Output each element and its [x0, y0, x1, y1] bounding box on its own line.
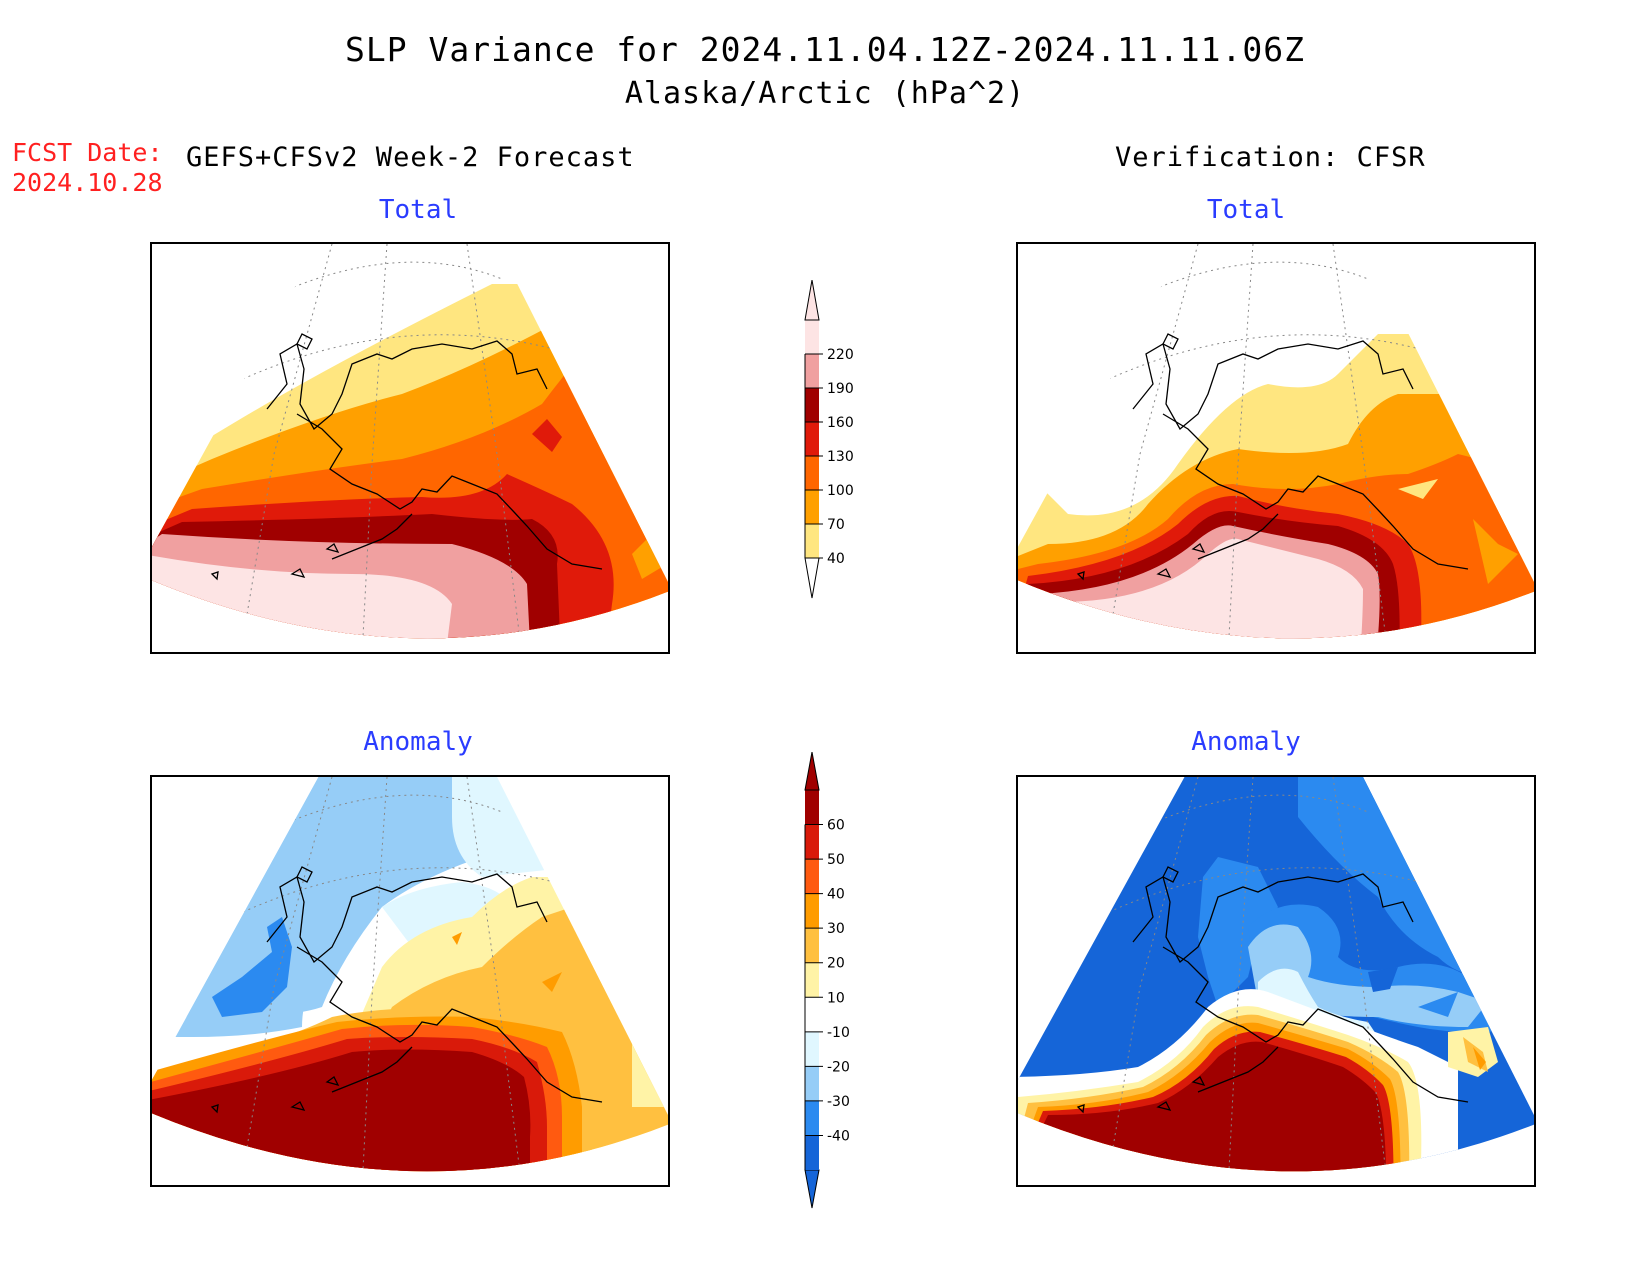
verification-total-map: [1016, 242, 1536, 654]
verification-anomaly-map: [1016, 775, 1536, 1187]
forecast-anomaly-title: Anomaly: [363, 727, 473, 757]
colorbar-bin: [805, 824, 819, 860]
colorbar-tick-label: 220: [827, 347, 854, 363]
colorbar-bin: [805, 859, 819, 894]
colorbar-bin: [805, 1135, 819, 1170]
fcst-date-value: 2024.10.28: [12, 168, 163, 197]
verification-anomaly-title: Anomaly: [1191, 727, 1301, 757]
verification-total-title: Total: [1206, 195, 1286, 225]
forecast-total-map: [150, 242, 670, 654]
colorbar-bin: [805, 388, 819, 422]
colorbar-tick-label: 190: [827, 381, 854, 397]
colorbar-tick-label: 40: [827, 551, 845, 567]
total-colorbar: 40 70 100 130 160 190 220: [795, 280, 875, 620]
colorbar-tick-label: -40: [827, 1128, 850, 1144]
colorbar-bin: [805, 1100, 819, 1136]
main-title: SLP Variance for 2024.11.04.12Z-2024.11.…: [345, 30, 1305, 69]
colorbar-tick-label: 70: [827, 517, 845, 533]
anomaly-colorbar: -40 -30 -20 -10 10 20 30 40 50 60: [795, 752, 875, 1212]
colorbar-bin: [805, 490, 819, 524]
colorbar-bin: [805, 524, 819, 558]
colorbar-tick-label: 30: [827, 921, 845, 937]
colorbar-tick-label: 160: [827, 415, 854, 431]
colorbar-tick-label: 50: [827, 852, 845, 868]
forecast-anomaly-map: [150, 775, 670, 1187]
colorbar-tick-label: -20: [827, 1059, 850, 1075]
colorbar-tick-label: -30: [827, 1094, 850, 1110]
total-colorbar-svg: 40 70 100 130 160 190 220: [804, 280, 854, 599]
fcst-date-label: FCST Date:: [12, 138, 163, 167]
colorbar-tick-label: 10: [827, 990, 845, 1006]
colorbar-lower-triangle: [804, 1169, 820, 1209]
verification-heading: Verification: CFSR: [1115, 142, 1426, 173]
colorbar-upper-triangle: [804, 752, 820, 791]
colorbar-bin: [805, 997, 819, 1032]
colorbar-tick-label: 130: [827, 449, 854, 465]
colorbar-tick-label: 20: [827, 956, 845, 972]
colorbar-tick-label: 60: [827, 818, 845, 834]
colorbar-bin: [805, 354, 819, 388]
anomaly-colorbar-svg: -40 -30 -20 -10 10 20 30 40 50 60: [804, 752, 850, 1209]
forecast-total-title: Total: [378, 195, 458, 225]
colorbar-bin: [805, 928, 819, 963]
colorbar-bin: [805, 422, 819, 456]
colorbar-bin: [805, 456, 819, 490]
colorbar-tick-label: 40: [827, 887, 845, 903]
colorbar-tick-label: 100: [827, 483, 854, 499]
colorbar-bin: [805, 1066, 819, 1101]
colorbar-lower-triangle: [804, 557, 820, 599]
forecast-heading: GEFS+CFSv2 Week-2 Forecast: [186, 142, 635, 173]
colorbar-bin: [805, 1031, 819, 1067]
fcst-date-block: FCST Date: 2024.10.28: [12, 138, 163, 198]
colorbar-bin: [805, 893, 819, 929]
colorbar-upper-triangle: [804, 280, 820, 321]
colorbar-tick-label: -10: [827, 1025, 850, 1041]
colorbar-bin: [805, 962, 819, 998]
main-subtitle: Alaska/Arctic (hPa^2): [624, 76, 1026, 111]
